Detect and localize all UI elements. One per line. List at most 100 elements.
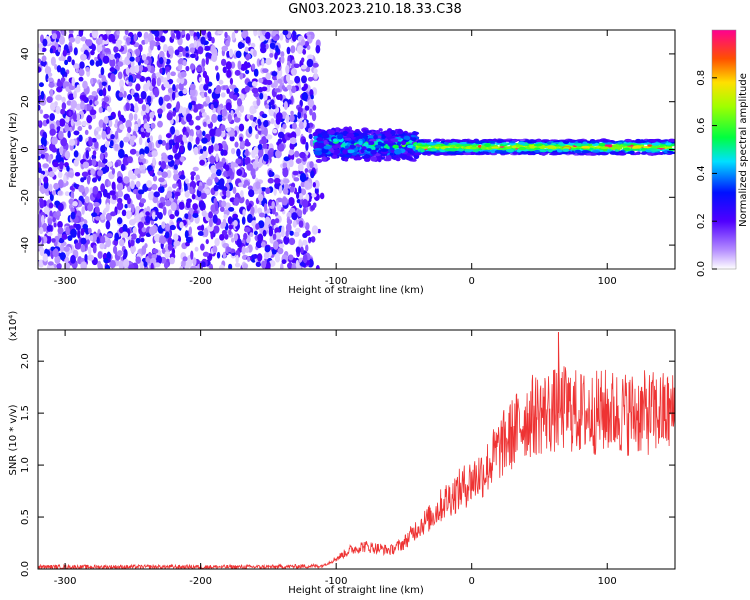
heatmap-cell	[197, 231, 205, 236]
heatmap-cell	[68, 37, 76, 43]
heatmap-cell	[219, 206, 225, 213]
heatmap-cell	[62, 49, 68, 57]
heatmap-cell	[184, 213, 189, 219]
heatmap-cell	[294, 75, 301, 84]
heatmap-cell	[226, 247, 232, 253]
heatmap-cell	[640, 151, 648, 155]
heatmap-cell	[57, 202, 64, 212]
heatmap-cell	[274, 254, 281, 263]
heatmap-cell	[209, 155, 215, 164]
heatmap-cell	[116, 217, 123, 225]
heatmap-cell	[128, 112, 134, 122]
heatmap-cell	[302, 253, 308, 264]
heatmap-cell	[267, 177, 274, 184]
heatmap-cell	[179, 266, 184, 269]
heatmap-cell	[70, 118, 74, 127]
heatmap-cell	[117, 110, 121, 118]
heatmap-cell	[288, 237, 296, 246]
heatmap-cell	[364, 130, 372, 134]
snr-series-line	[38, 332, 675, 569]
heatmap-cell	[95, 216, 101, 221]
snr-x-tick-label: 0	[469, 576, 475, 587]
heatmap-cell	[246, 163, 254, 171]
heatmap-cell	[314, 186, 319, 196]
heatmap-cell	[158, 134, 163, 142]
heatmap-cell	[313, 67, 318, 74]
heatmap-cell	[461, 138, 470, 142]
heatmap-cell	[283, 156, 290, 162]
heatmap-cell	[157, 120, 163, 128]
heatmap-cell	[79, 61, 85, 69]
heatmap-cell	[47, 77, 54, 82]
heatmap-cell	[56, 81, 63, 88]
heatmap-cell	[310, 170, 315, 179]
heatmap-cell	[117, 61, 124, 67]
heatmap-cell	[114, 232, 120, 242]
heatmap-cell	[115, 90, 121, 100]
heatmap-cell	[295, 246, 301, 254]
snr-y-axis-label: SNR (10 * v/v)	[8, 404, 19, 475]
heatmap-cell	[307, 76, 314, 82]
heatmap-cell	[363, 157, 371, 162]
heatmap-cell	[344, 158, 349, 162]
heatmap-cell	[218, 79, 224, 85]
heatmap-cell	[60, 108, 66, 115]
heatmap-cell	[141, 104, 147, 112]
heatmap-cell	[68, 93, 75, 101]
heatmap-cell	[187, 141, 192, 151]
heatmap-cell	[88, 137, 93, 147]
heatmap-cell	[139, 260, 144, 269]
heatmap-cell	[196, 103, 202, 110]
heatmap-cell	[297, 110, 302, 119]
heatmap-cell	[72, 90, 77, 99]
heatmap-cell	[126, 94, 133, 101]
heatmap-cell	[168, 47, 174, 56]
heatmap-cell	[174, 209, 180, 217]
heatmap-cell	[253, 230, 258, 236]
heatmap-cell	[487, 140, 496, 143]
heatmap-cell	[106, 161, 113, 168]
heatmap-cell	[59, 161, 64, 170]
heatmap-cell	[317, 228, 321, 234]
heatmap-cell	[264, 31, 271, 40]
heatmap-cell	[307, 99, 315, 108]
heatmap-cell	[220, 149, 224, 156]
heatmap-cell	[258, 212, 266, 218]
heatmap-x-tick-label: 0	[469, 276, 475, 287]
heatmap-cell	[179, 156, 185, 163]
heatmap-cell	[214, 201, 219, 212]
heatmap-cell	[80, 177, 85, 183]
heatmap-cell	[73, 47, 78, 56]
heatmap-cell	[248, 189, 255, 198]
heatmap-cell	[94, 141, 99, 149]
heatmap-cell	[137, 173, 141, 179]
heatmap-cell	[294, 127, 301, 137]
snr-x-tick-label: -300	[54, 576, 77, 587]
heatmap-cell	[239, 136, 243, 142]
heatmap-cell	[268, 227, 274, 237]
heatmap-cell	[266, 79, 273, 86]
heatmap-cell	[61, 30, 67, 36]
heatmap-cell	[215, 72, 220, 82]
heatmap-cell	[264, 263, 271, 269]
heatmap-cell	[166, 169, 172, 179]
heatmap-cell	[255, 261, 262, 268]
heatmap-cell	[288, 197, 295, 207]
heatmap-cell	[434, 144, 441, 147]
heatmap-cell	[282, 30, 289, 36]
heatmap-cell	[263, 93, 268, 101]
heatmap-cell	[222, 66, 227, 74]
heatmap-cell	[135, 150, 140, 157]
heatmap-cell	[64, 191, 70, 197]
heatmap-cell	[306, 54, 314, 60]
colorbar-tick-label: 0.4	[696, 165, 707, 181]
heatmap-cell	[321, 156, 327, 162]
heatmap-cell	[314, 150, 323, 156]
heatmap-cell	[243, 232, 248, 240]
heatmap-cell	[217, 161, 224, 168]
heatmap-cell	[101, 130, 107, 140]
heatmap-cell	[116, 182, 124, 192]
heatmap-cell	[57, 179, 64, 189]
heatmap-cell	[116, 30, 121, 36]
heatmap-cell	[198, 76, 203, 83]
